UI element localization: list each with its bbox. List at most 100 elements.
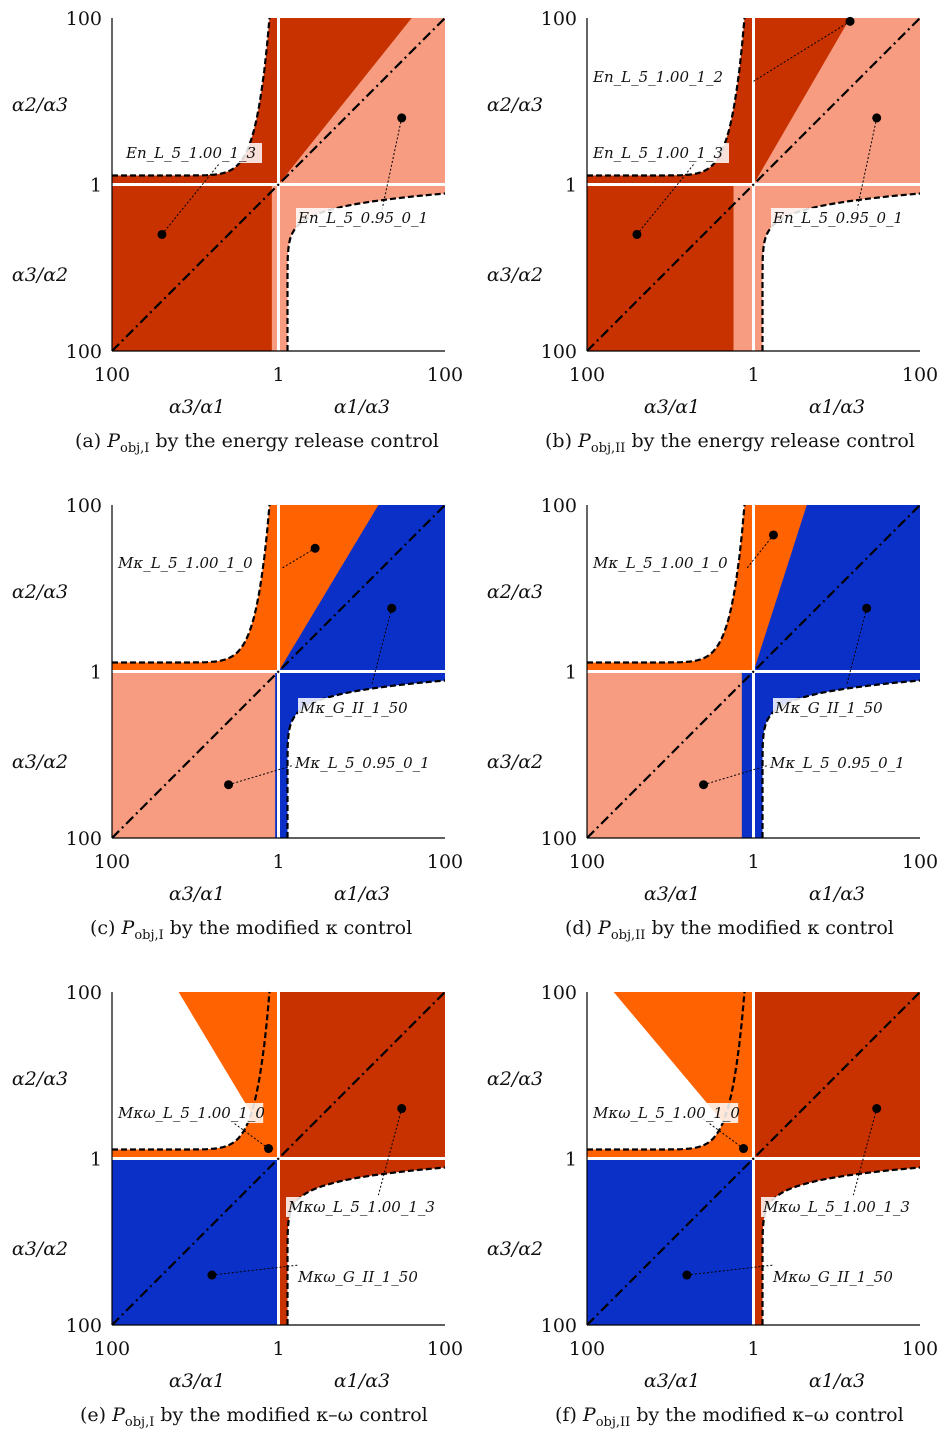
caption-e: (e) Pobj,I by the modified κ–ω control	[80, 1404, 428, 1430]
caption-sub: obj,I	[134, 928, 163, 943]
annotation-label: Mκ_L_5_0.95_0_1	[769, 754, 905, 772]
diagonal-line	[111, 991, 446, 1326]
region-lower-left	[587, 671, 754, 838]
annotation-bg	[116, 1103, 264, 1123]
caption-p: P	[111, 1404, 126, 1426]
annotation-dot	[264, 1144, 274, 1154]
x-left-label: α3/α1	[169, 883, 225, 905]
caption-sub: obj,I	[125, 1415, 154, 1430]
region-upper-left-band	[587, 992, 754, 1159]
caption-p: P	[106, 430, 121, 452]
region-upper-right-upper	[753, 505, 807, 672]
tick-y-bottom: 100	[541, 1315, 577, 1337]
x-right-label: α1/α3	[809, 1370, 865, 1392]
tick-y-bottom: 100	[66, 341, 102, 363]
annotation-dot	[862, 603, 872, 613]
caption-text: (a) Pobj,I by the energy release control	[75, 430, 439, 456]
y-upper-label: α2/α3	[12, 1068, 68, 1090]
annotation-bg	[296, 1267, 416, 1287]
annotation-bg	[591, 553, 729, 573]
annotation-label: En_L_5_1.00_1_3	[592, 144, 723, 162]
caption-d: (d) Pobj,II by the modified κ control	[565, 917, 894, 943]
annotation-dot	[682, 1270, 692, 1280]
y-upper-label: α2/α3	[12, 581, 68, 603]
tick-y-top: 100	[66, 8, 102, 30]
annotation-label: Mκ_G_II_1_50	[774, 699, 883, 717]
tick-y-bottom: 100	[66, 828, 102, 850]
x-right-label: α1/α3	[809, 883, 865, 905]
curve-upper	[587, 991, 746, 1151]
annotation-label: Mκ_L_5_1.00_1_0	[592, 554, 728, 572]
annotation-dot	[739, 1144, 749, 1154]
region-lower-right-band	[278, 1158, 445, 1325]
caption-prefix: (b)	[545, 430, 578, 452]
annotation-label: En_L_5_0.95_0_1	[297, 209, 428, 227]
caption-rest: by the modified κ–ω control	[154, 1404, 427, 1426]
y-lower-label: α3/α2	[487, 751, 543, 773]
annotation-leader	[636, 164, 694, 235]
tick-x-mid: 1	[272, 1338, 284, 1360]
tick-y-bottom: 100	[541, 828, 577, 850]
region-lower-right-band	[753, 1158, 920, 1325]
tick-x-right: 100	[902, 1338, 938, 1360]
annotation-leader	[703, 764, 771, 786]
region-upper-right-upper	[278, 18, 412, 185]
annotation-label: Mκω_L_5_1.00_1_3	[762, 1198, 910, 1216]
annotation-bg	[124, 143, 262, 163]
annotation-bg	[773, 698, 884, 718]
region-upper-left-band	[112, 992, 279, 1159]
region-upper-left-band	[587, 505, 754, 672]
region-lower-right-band	[753, 671, 920, 838]
annotation-label: En_L_5_1.00_1_2	[592, 68, 723, 86]
annotation-bg	[298, 698, 409, 718]
curve-upper	[112, 504, 271, 664]
caption-sub: obj,II	[591, 441, 626, 456]
annotation-dot	[207, 1270, 217, 1280]
caption-prefix: (d)	[565, 917, 598, 939]
annotation-leader	[852, 1108, 878, 1196]
annotation-leader	[377, 1108, 403, 1196]
caption-text: (f) Pobj,II by the modified κ–ω control	[555, 1404, 904, 1430]
region-lower-left	[587, 1158, 754, 1325]
tick-x-mid: 1	[272, 364, 284, 386]
region-upper-left-band	[112, 18, 279, 185]
diagonal-line	[586, 504, 921, 839]
annotation-bg	[116, 553, 254, 573]
x-right-label: α1/α3	[334, 1370, 390, 1392]
y-upper-label: α2/α3	[487, 94, 543, 116]
annotation-bg	[771, 1267, 891, 1287]
x-left-label: α3/α1	[169, 1370, 225, 1392]
tick-y-mid: 1	[90, 175, 102, 197]
caption-rest: by the modified κ–ω control	[630, 1404, 903, 1426]
curve-lower	[286, 1166, 446, 1325]
annotation-label: Mκω_L_5_1.00_1_0	[117, 1104, 265, 1122]
tick-x-right: 100	[902, 364, 938, 386]
annotation-dot	[397, 113, 407, 123]
curve-upper	[112, 991, 271, 1151]
caption-text: (b) Pobj,II by the energy release contro…	[545, 430, 915, 456]
region-lower-right-band	[278, 184, 445, 351]
tick-y-top: 100	[541, 982, 577, 1004]
y-lower-label: α3/α2	[487, 264, 543, 286]
annotation-label: Mκω_G_II_1_50	[297, 1268, 418, 1286]
tick-x-right: 100	[902, 851, 938, 873]
caption-a: (a) Pobj,I by the energy release control	[75, 430, 439, 456]
region-lower-left	[112, 1158, 279, 1325]
x-right-label: α1/α3	[334, 396, 390, 418]
annotation-dot	[845, 16, 855, 26]
tick-x-mid: 1	[747, 1338, 759, 1360]
tick-y-top: 100	[66, 495, 102, 517]
tick-y-top: 100	[66, 982, 102, 1004]
caption-prefix: (e)	[80, 1404, 112, 1426]
annotation-dot	[310, 543, 320, 553]
diagonal-line	[111, 504, 446, 839]
annotation-leader	[746, 534, 774, 569]
annotation-dot	[157, 229, 167, 239]
caption-p: P	[597, 917, 612, 939]
caption-text: (c) Pobj,I by the modified κ control	[90, 917, 412, 943]
tick-y-mid: 1	[90, 1149, 102, 1171]
tick-y-bottom: 100	[66, 1315, 102, 1337]
